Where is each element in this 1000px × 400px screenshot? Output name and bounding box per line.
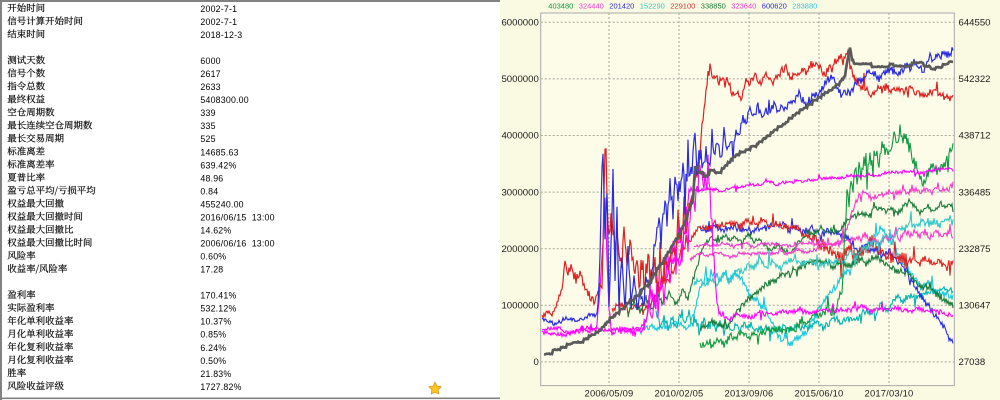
svg-text:339: 339 <box>200 108 215 118</box>
svg-text:403480: 403480 <box>548 2 573 11</box>
svg-text:6000000: 6000000 <box>501 18 538 29</box>
svg-text:152290: 152290 <box>640 2 665 11</box>
svg-text:5000000: 5000000 <box>501 74 538 85</box>
svg-text:0: 0 <box>533 357 538 368</box>
svg-text:2002-7-1: 2002-7-1 <box>200 4 237 14</box>
svg-text:336485: 336485 <box>959 187 991 198</box>
svg-text:2010/02/05: 2010/02/05 <box>655 388 704 399</box>
svg-text:324440: 324440 <box>579 2 604 11</box>
svg-text:14685.63: 14685.63 <box>200 147 238 157</box>
svg-text:17.28: 17.28 <box>200 265 223 275</box>
svg-text:2633: 2633 <box>200 82 220 92</box>
svg-text:0.50%: 0.50% <box>200 356 226 366</box>
svg-text:14.62%: 14.62% <box>200 225 231 235</box>
svg-text:232875: 232875 <box>959 244 991 255</box>
svg-text:639.42%: 639.42% <box>200 160 236 170</box>
svg-text:4000000: 4000000 <box>501 131 538 142</box>
svg-text:335: 335 <box>200 121 215 131</box>
svg-text:455240.00: 455240.00 <box>200 199 243 209</box>
svg-text:1000000: 1000000 <box>501 301 538 312</box>
svg-text:27038: 27038 <box>959 357 986 368</box>
svg-text:2002-7-1: 2002-7-1 <box>200 17 237 27</box>
svg-text:2013/09/06: 2013/09/06 <box>725 388 774 399</box>
svg-text:2000000: 2000000 <box>501 244 538 255</box>
svg-text:338850: 338850 <box>701 2 726 11</box>
svg-text:10.37%: 10.37% <box>200 317 231 327</box>
svg-text:2016/06/15 13:00: 2016/06/15 13:00 <box>200 212 274 222</box>
svg-text:5408300.00: 5408300.00 <box>200 95 248 105</box>
svg-text:1727.82%: 1727.82% <box>200 382 241 392</box>
svg-text:201420: 201420 <box>609 2 634 11</box>
svg-text:2617: 2617 <box>200 69 220 79</box>
svg-text:600620: 600620 <box>762 2 787 11</box>
svg-text:170.41%: 170.41% <box>200 291 236 301</box>
svg-text:3000000: 3000000 <box>501 187 538 198</box>
svg-text:0.60%: 0.60% <box>200 252 226 262</box>
svg-text:542322: 542322 <box>959 74 991 85</box>
svg-text:283880: 283880 <box>792 2 817 11</box>
svg-text:2006/06/16 13:00: 2006/06/16 13:00 <box>200 238 274 248</box>
svg-text:0.85%: 0.85% <box>200 330 226 340</box>
svg-text:130647: 130647 <box>959 301 991 312</box>
svg-text:2015/06/10: 2015/06/10 <box>795 388 844 399</box>
svg-text:6.24%: 6.24% <box>200 343 226 353</box>
svg-text:6000: 6000 <box>200 56 220 66</box>
svg-text:525: 525 <box>200 134 215 144</box>
svg-text:2018-12-3: 2018-12-3 <box>200 30 242 40</box>
svg-text:323640: 323640 <box>731 2 756 11</box>
svg-text:0.84: 0.84 <box>200 186 218 196</box>
svg-text:21.83%: 21.83% <box>200 369 231 379</box>
svg-text:532.12%: 532.12% <box>200 304 236 314</box>
svg-text:2006/05/09: 2006/05/09 <box>585 388 634 399</box>
svg-text:644550: 644550 <box>959 18 991 29</box>
svg-text:48.96: 48.96 <box>200 173 223 183</box>
svg-text:229100: 229100 <box>670 2 695 11</box>
svg-text:438712: 438712 <box>959 131 991 142</box>
svg-text:2017/03/10: 2017/03/10 <box>865 388 914 399</box>
